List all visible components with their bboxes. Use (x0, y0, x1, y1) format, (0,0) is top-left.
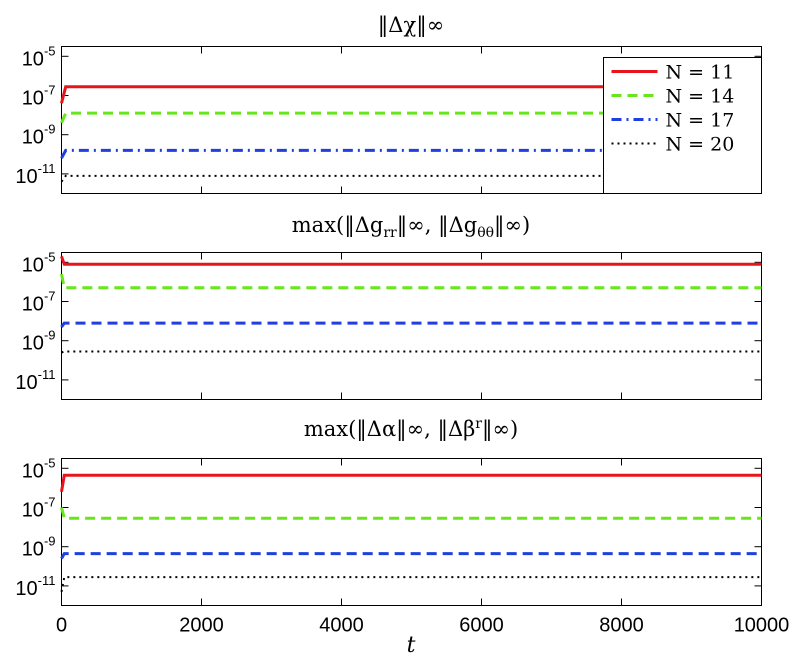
series-line-n17 (60, 552, 762, 560)
ytick-label: 10-5 (22, 249, 56, 276)
series-line-n14 (60, 273, 762, 290)
legend-entry: N = 11 (666, 62, 735, 84)
series-line-n14 (60, 111, 762, 124)
xtick-label: 6000 (459, 615, 504, 637)
panel-2: max(‖Δgrr‖∞, ‖Δgθθ‖∞) 10-5 10-7 10-9 10-11 (15, 213, 762, 400)
xtick-label: 0 (56, 615, 67, 637)
series-line-n20 (60, 174, 762, 183)
series-line-n11 (60, 85, 762, 104)
ytick-label: 10-9 (22, 534, 56, 561)
series-line-n11 (60, 473, 762, 493)
legend-box (603, 57, 762, 194)
legend-entry: N = 14 (666, 86, 735, 108)
panel-3-axes (61, 458, 762, 606)
series-line-n17 (60, 321, 762, 328)
panel-3-xticks: 0 2000 4000 6000 8000 10000 (56, 458, 790, 637)
panel-1-series (60, 85, 762, 183)
ytick-label: 10-5 (22, 455, 56, 482)
series-line-n17 (60, 148, 762, 159)
series-line-n20 (60, 576, 762, 592)
xtick-label: 4000 (319, 615, 364, 637)
ytick-label: 10-9 (22, 122, 56, 149)
panel-1-title: ‖Δχ‖∞ (378, 13, 444, 38)
panel-2-yticks: 10-5 10-7 10-9 10-11 (15, 249, 762, 394)
xtick-label: 8000 (599, 615, 644, 637)
legend: N = 11N = 14N = 17N = 20 (603, 57, 762, 194)
panel-1: ‖Δχ‖∞ 10-510-710-910-11 N = 11N = 14N = … (15, 13, 762, 194)
series-line-n14 (60, 507, 762, 520)
panel-3: max(‖Δα‖∞, ‖Δβr‖∞) 10-5 10-7 10-9 10-11 0 20… (15, 416, 789, 658)
panel-3-title: max(‖Δα‖∞, ‖Δβr‖∞) (304, 416, 518, 442)
ytick-label: 10-11 (15, 573, 55, 600)
xtick-label: 10000 (734, 615, 790, 637)
series-line-n11 (60, 255, 762, 266)
panel-3-yticks: 10-5 10-7 10-9 10-11 (15, 455, 762, 600)
panel-2-series (60, 255, 762, 354)
ytick-label: 10-11 (15, 367, 55, 394)
xtick-label: 2000 (179, 615, 224, 637)
legend-entry: N = 17 (666, 110, 735, 132)
x-axis-label: t (407, 633, 416, 658)
panel-2-axes (61, 252, 762, 400)
series-line-n20 (61, 350, 762, 354)
ytick-label: 10-11 (15, 161, 55, 188)
ytick-label: 10-9 (22, 328, 56, 355)
ytick-label: 10-5 (22, 43, 56, 70)
panel-2-title: max(‖Δgrr‖∞, ‖Δgθθ‖∞) (292, 213, 530, 241)
panel-3-series (60, 473, 762, 592)
ytick-label: 10-7 (22, 495, 56, 522)
ytick-label: 10-7 (22, 83, 56, 110)
ytick-label: 10-7 (22, 289, 56, 316)
panel-2-xticks (61, 252, 762, 400)
legend-entry: N = 20 (666, 134, 735, 156)
panel-1-yticks: 10-5 10-7 10-9 10-11 (15, 43, 762, 188)
